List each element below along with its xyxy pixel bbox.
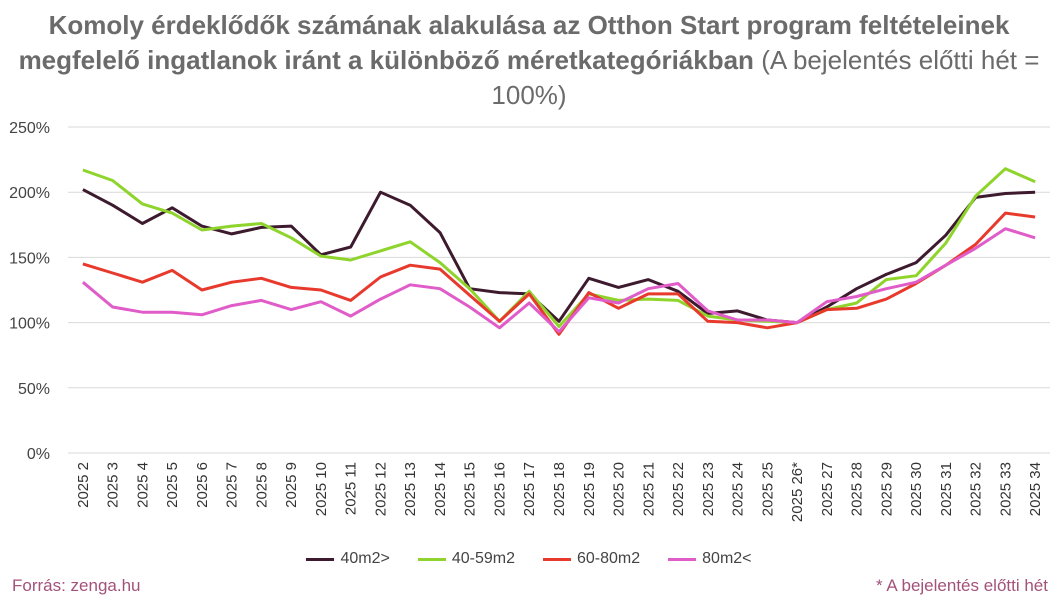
x-tick-label: 2025 11 <box>343 462 360 515</box>
line-chart: 0% 50% 100% 150% 200% 250% 2025 2 2025 3 2025 4… <box>9 120 1050 522</box>
x-tick-label: 2025 3 <box>105 462 122 508</box>
x-tick-label: 2025 26* <box>789 462 806 522</box>
legend-item: 60-80m2 <box>543 550 640 568</box>
x-tick-label: 2025 29 <box>878 462 895 516</box>
x-tick-label: 2025 12 <box>372 462 389 516</box>
chart-title: Komoly érdeklődők számának alakulása az … <box>0 8 1058 113</box>
x-tick-label: 2025 14 <box>432 462 449 516</box>
x-tick-label: 2025 32 <box>968 462 985 516</box>
x-tick-label: 2025 7 <box>224 462 241 508</box>
y-tick-label: 150% <box>9 250 50 267</box>
x-tick-label: 2025 4 <box>134 462 151 508</box>
x-tick-label: 2025 9 <box>283 462 300 508</box>
series-line-40-59m2 <box>82 167 1036 328</box>
legend-item: 40m2> <box>306 550 390 568</box>
legend: 40m2> 40-59m2 60-80m2 80m2< <box>0 550 1058 568</box>
legend-label: 40-59m2 <box>451 550 515 567</box>
legend-label: 80m2< <box>702 550 752 567</box>
x-tick-label: 2025 34 <box>1027 462 1044 516</box>
x-tick-label: 2025 2 <box>75 462 92 508</box>
x-tick-label: 2025 30 <box>908 462 925 516</box>
x-tick-label: 2025 6 <box>194 462 211 508</box>
y-tick-label: 200% <box>9 185 50 202</box>
x-tick-label: 2025 10 <box>313 462 330 516</box>
x-tick-label: 2025 17 <box>521 462 538 516</box>
x-tick-label: 2025 19 <box>581 462 598 516</box>
x-axis-ticks: 2025 2 2025 3 2025 4 2025 5 2025 6 2025 7 2025… <box>75 462 1044 522</box>
footnote: * A bejelentés előtti hét <box>875 576 1048 595</box>
x-tick-label: 2025 27 <box>819 462 836 516</box>
x-tick-label: 2025 16 <box>491 462 508 516</box>
chart-title-main: Komoly érdeklődők számának alakulása az … <box>18 10 1010 75</box>
y-tick-label: 100% <box>9 316 50 333</box>
legend-item: 40-59m2 <box>417 550 515 568</box>
x-tick-label: 2025 25 <box>759 462 776 516</box>
x-tick-label: 2025 23 <box>700 462 717 516</box>
y-tick-label: 250% <box>9 120 50 137</box>
x-tick-label: 2025 21 <box>640 462 657 516</box>
x-tick-label: 2025 5 <box>164 462 181 508</box>
x-tick-label: 2025 20 <box>611 462 628 516</box>
x-tick-label: 2025 8 <box>253 462 270 508</box>
y-axis-ticks: 0% 50% 100% 150% 200% 250% <box>9 120 50 463</box>
legend-swatch <box>417 557 446 561</box>
legend-item: 80m2< <box>668 550 752 568</box>
legend-swatch <box>306 557 335 561</box>
x-tick-label: 2025 33 <box>997 462 1014 516</box>
legend-swatch <box>543 557 571 561</box>
series-line-40m2> <box>82 188 1036 325</box>
x-tick-label: 2025 22 <box>670 462 687 516</box>
chart-title-note: (A bejelentés előtti hét = 100%) <box>491 45 1040 110</box>
x-tick-label: 2025 15 <box>462 462 479 516</box>
x-tick-label: 2025 13 <box>402 462 419 516</box>
x-tick-label: 2025 24 <box>730 462 747 516</box>
grid-lines <box>68 126 1050 454</box>
y-tick-label: 0% <box>27 446 50 463</box>
y-tick-label: 50% <box>18 381 50 398</box>
x-tick-label: 2025 18 <box>551 462 568 516</box>
source-note: Forrás: zenga.hu <box>12 576 141 595</box>
series-line-60-80m2 <box>82 211 1036 336</box>
legend-label: 40m2> <box>340 550 390 567</box>
legend-swatch <box>668 557 697 561</box>
x-tick-label: 2025 28 <box>849 462 866 516</box>
series-line-80m2< <box>81 227 1036 334</box>
series-lines <box>81 167 1036 336</box>
x-tick-label: 2025 31 <box>938 462 955 516</box>
legend-label: 60-80m2 <box>577 550 641 567</box>
